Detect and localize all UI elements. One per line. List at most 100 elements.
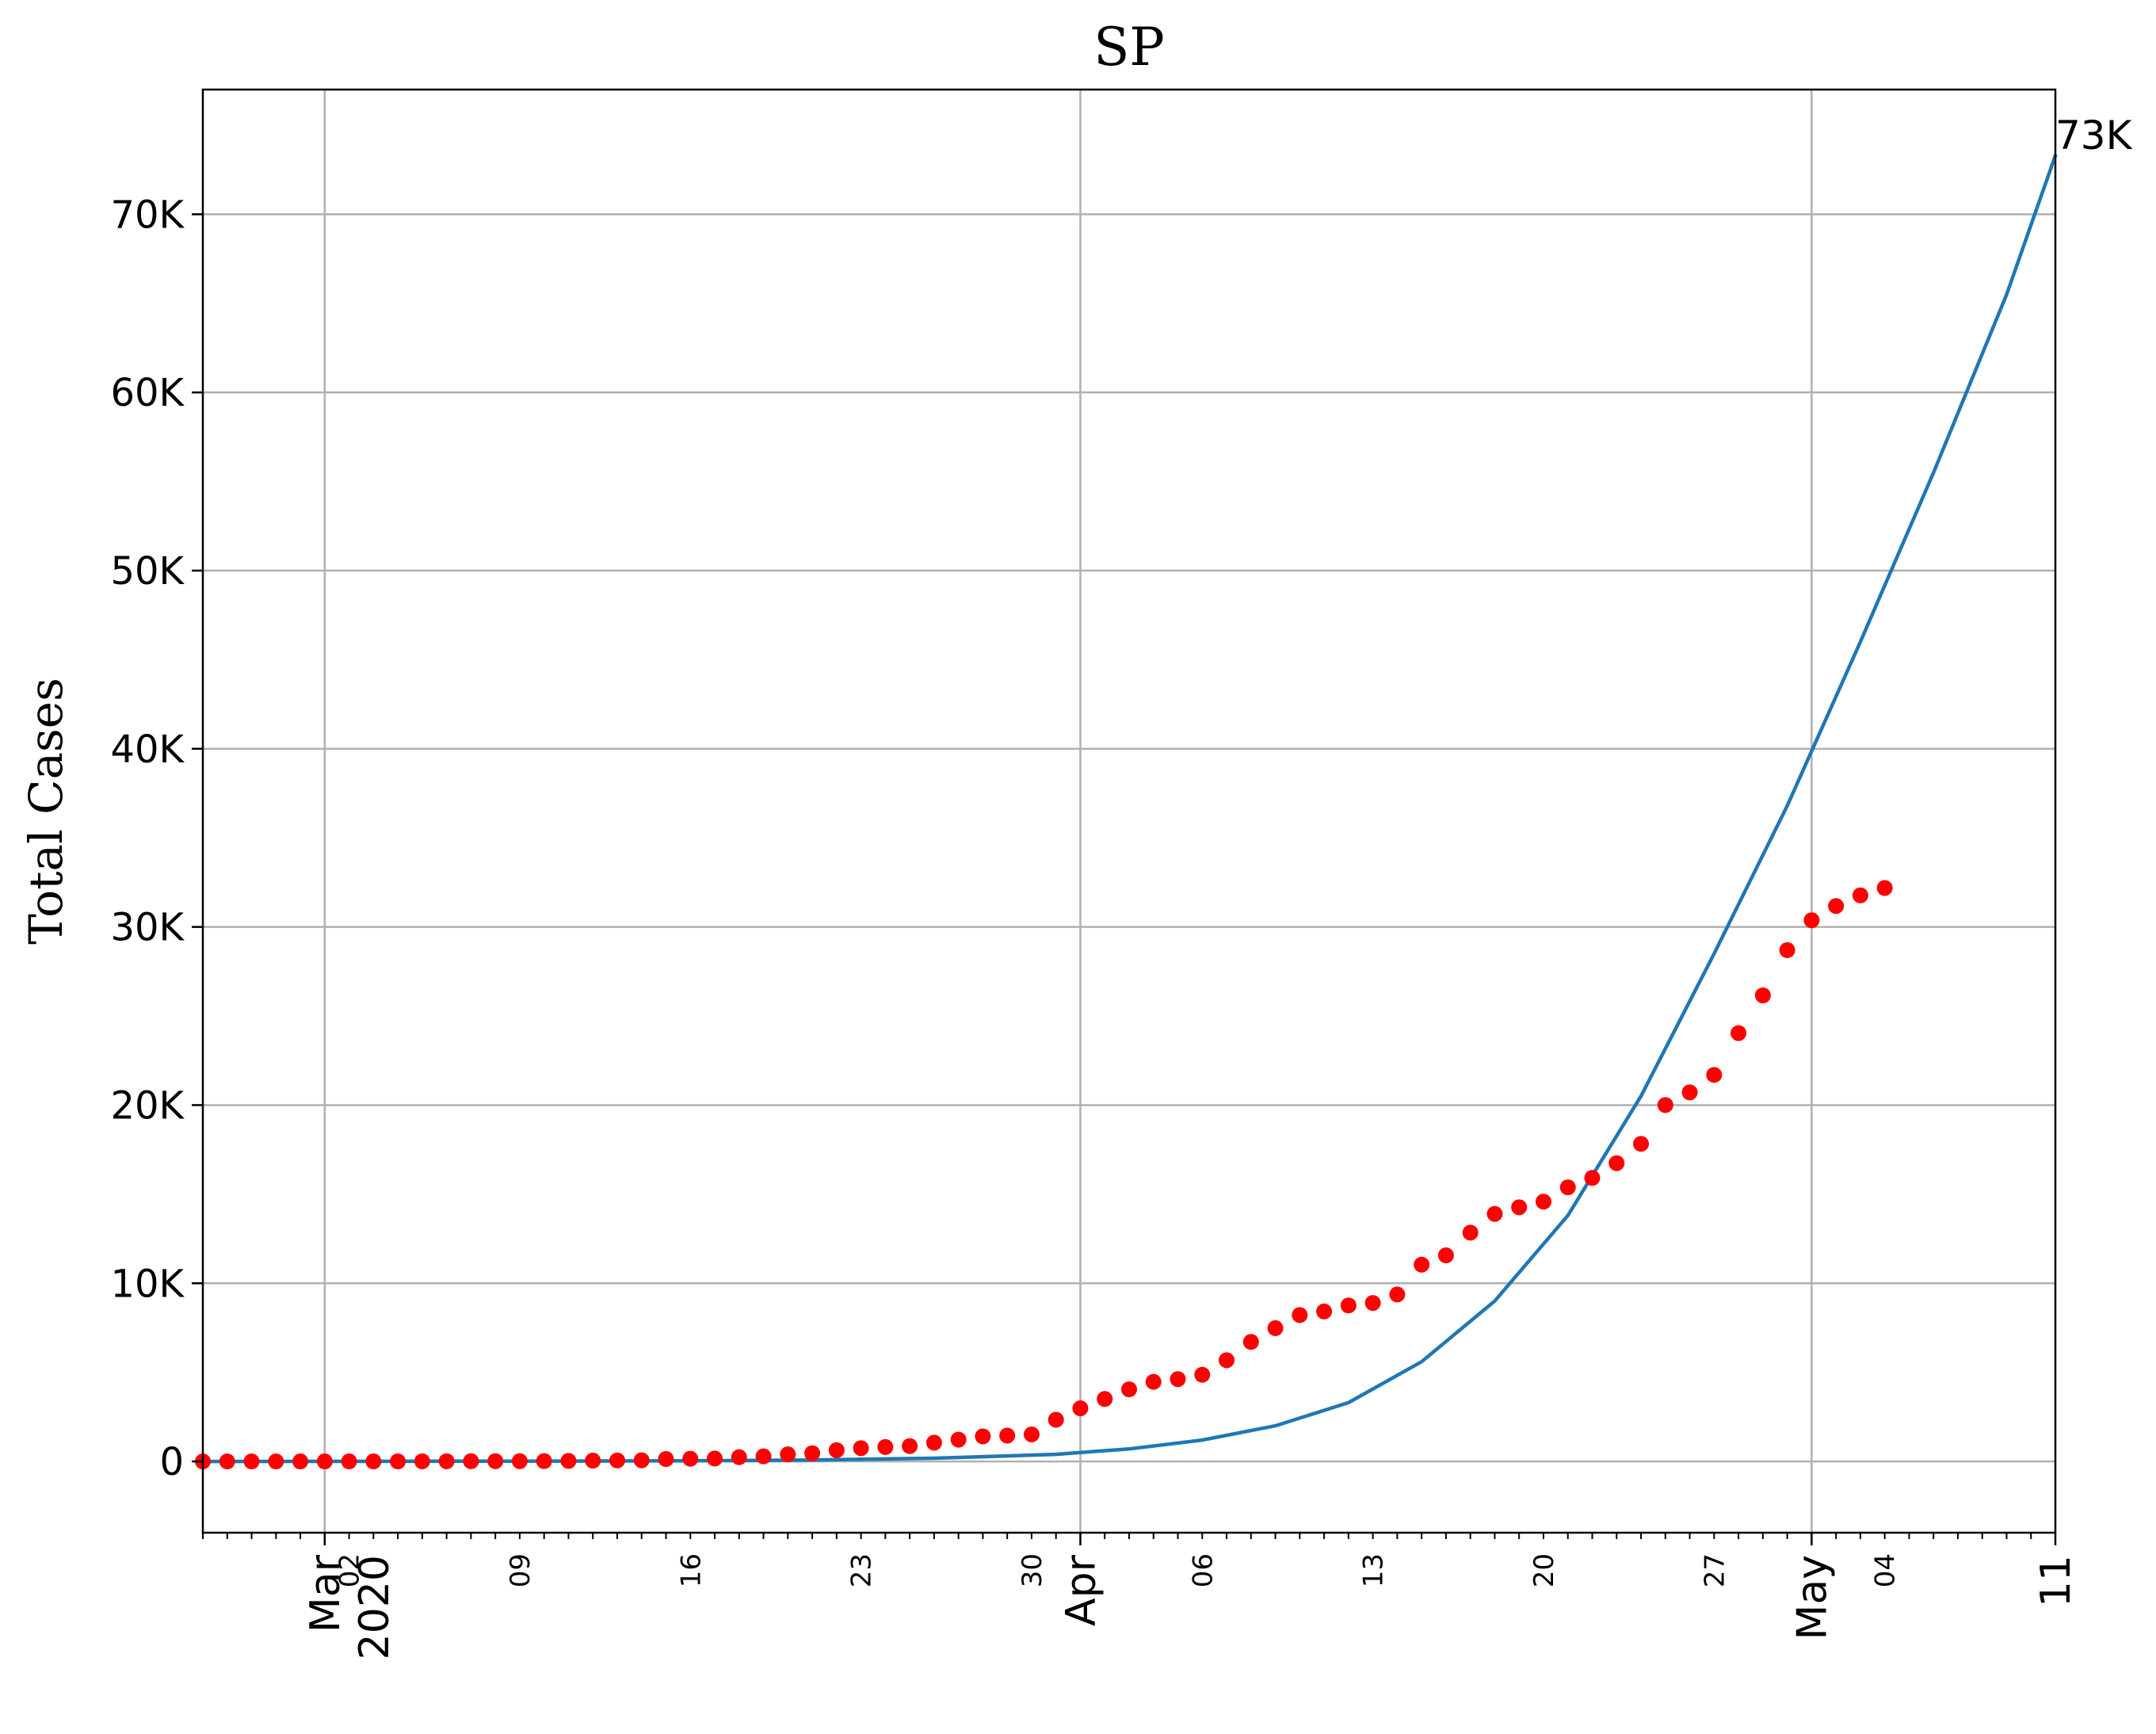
data-point [1486, 1205, 1503, 1222]
data-point [1462, 1224, 1479, 1241]
projection-series [200, 153, 2058, 1464]
data-point [609, 1452, 625, 1469]
data-point [219, 1453, 235, 1470]
data-point [341, 1453, 357, 1470]
data-point [853, 1440, 869, 1457]
y-tick-label: 20K [110, 1083, 185, 1128]
projection-line [200, 153, 2058, 1464]
data-point [658, 1451, 674, 1468]
data-point [1633, 1136, 1650, 1152]
data-point [1657, 1097, 1673, 1113]
data-point [365, 1453, 382, 1470]
data-point [707, 1450, 723, 1467]
x-minor-tick-label: 04 [1870, 1553, 1902, 1587]
x-major-tick-label: 11 [2032, 1555, 2080, 1607]
annotations: 73K [2055, 113, 2133, 159]
data-point [1316, 1303, 1333, 1320]
data-point [390, 1453, 406, 1470]
data-point [1559, 1179, 1576, 1196]
data-point [1242, 1334, 1259, 1350]
data-point [511, 1453, 528, 1469]
y-axis-label: Total Cases [19, 678, 73, 945]
data-point [1876, 880, 1893, 896]
data-point [682, 1450, 699, 1467]
data-point [316, 1453, 333, 1470]
data-point [268, 1453, 284, 1470]
data-point [536, 1453, 552, 1469]
data-point [1364, 1295, 1381, 1312]
x-major-tick-sublabel: 2020 [351, 1555, 399, 1660]
y-tick-label: 50K [110, 549, 185, 594]
x-minor-tick-label: 27 [1699, 1553, 1731, 1587]
data-point [1047, 1411, 1064, 1428]
x-major-tick-label: Mar [302, 1554, 349, 1633]
x-minor-tick-label: 16 [675, 1553, 707, 1587]
data-point [560, 1453, 577, 1469]
data-point [1511, 1199, 1528, 1216]
x-major-tick-label: May [1788, 1555, 1836, 1640]
observed-series [195, 880, 1893, 1470]
data-point [1535, 1194, 1551, 1210]
grid-lines [203, 90, 2055, 1533]
x-minor-tick-label: 30 [1017, 1553, 1048, 1587]
y-tick-label: 30K [110, 906, 185, 950]
chart-title: SP [1093, 17, 1165, 78]
data-point [1828, 898, 1845, 915]
data-point [731, 1449, 747, 1465]
x-major-tick-label: Apr [1057, 1554, 1105, 1626]
data-point [243, 1453, 260, 1470]
y-tick-label: 70K [110, 193, 185, 237]
data-point [585, 1453, 601, 1469]
data-point [1584, 1170, 1601, 1186]
y-tick-label: 40K [110, 728, 185, 772]
data-point [1194, 1366, 1211, 1383]
x-minor-tick-label: 20 [1528, 1553, 1560, 1587]
y-tick-label: 10K [110, 1262, 185, 1306]
data-point [1340, 1297, 1357, 1314]
data-point [1267, 1320, 1284, 1336]
data-point [487, 1453, 504, 1469]
x-minor-tick-label: 09 [505, 1553, 536, 1587]
data-point [755, 1448, 772, 1465]
data-point [1731, 1025, 1747, 1041]
annotation-label: 73K [2055, 113, 2133, 159]
data-point [1414, 1256, 1430, 1273]
data-point [463, 1453, 479, 1469]
data-point [1121, 1381, 1137, 1398]
data-point [1023, 1426, 1040, 1442]
data-point [1389, 1286, 1406, 1303]
data-point [925, 1434, 942, 1451]
data-point [1754, 987, 1771, 1004]
data-point [1608, 1155, 1625, 1171]
data-point [1681, 1084, 1698, 1101]
data-point [1803, 912, 1820, 929]
data-point [902, 1438, 918, 1454]
data-point [1170, 1371, 1186, 1388]
data-point [1852, 887, 1868, 903]
data-point [292, 1453, 309, 1470]
data-point [999, 1427, 1016, 1444]
x-minor-tick-label: 06 [1187, 1553, 1219, 1587]
x-axis: Mar 2020 Apr May 11 02 09 16 23 30 06 13 20 27 04 [202, 1533, 2080, 1660]
data-point [950, 1431, 967, 1448]
data-point [780, 1446, 796, 1463]
y-axis: 0 10K 20K 30K 40K 50K 60K 70K [110, 193, 203, 1484]
data-point [633, 1452, 650, 1469]
data-point [1145, 1373, 1162, 1390]
data-point [828, 1442, 845, 1458]
data-point [1437, 1247, 1454, 1264]
x-minor-tick-label: 13 [1358, 1553, 1390, 1587]
data-point [438, 1453, 455, 1469]
data-point [804, 1445, 821, 1461]
data-point [1097, 1391, 1113, 1407]
data-point [1072, 1400, 1089, 1417]
y-tick-label: 0 [159, 1440, 184, 1484]
x-minor-tick-label: 02 [334, 1553, 366, 1587]
y-tick-label: 60K [110, 371, 185, 415]
data-point [1219, 1352, 1235, 1369]
data-point [1292, 1307, 1308, 1323]
data-point [1706, 1067, 1723, 1083]
data-point [975, 1428, 991, 1445]
